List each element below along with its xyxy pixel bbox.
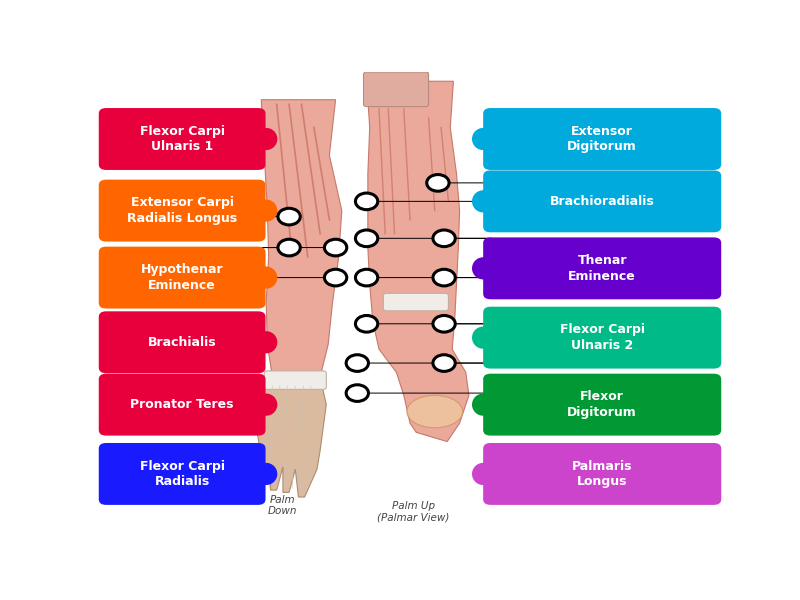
Circle shape — [355, 316, 378, 332]
Ellipse shape — [255, 331, 278, 353]
Text: Flexor Carpi
Ulnaris 2: Flexor Carpi Ulnaris 2 — [560, 323, 645, 352]
Text: Extensor Carpi
Radialis Longus: Extensor Carpi Radialis Longus — [127, 196, 238, 225]
Text: Palm Up
(Palmar View): Palm Up (Palmar View) — [377, 501, 450, 523]
FancyBboxPatch shape — [98, 179, 266, 242]
Polygon shape — [256, 377, 326, 497]
Ellipse shape — [472, 190, 494, 212]
Circle shape — [355, 193, 378, 209]
FancyBboxPatch shape — [483, 238, 722, 299]
Text: Flexor
Digitorum: Flexor Digitorum — [567, 391, 637, 419]
Ellipse shape — [472, 463, 494, 485]
Ellipse shape — [407, 395, 462, 428]
Ellipse shape — [255, 128, 278, 150]
FancyBboxPatch shape — [483, 170, 722, 232]
Ellipse shape — [472, 394, 494, 416]
Ellipse shape — [255, 463, 278, 485]
Ellipse shape — [472, 257, 494, 280]
FancyBboxPatch shape — [412, 33, 428, 83]
FancyBboxPatch shape — [98, 247, 266, 308]
FancyBboxPatch shape — [98, 443, 266, 505]
Text: Pronator Teres: Pronator Teres — [130, 398, 234, 411]
FancyBboxPatch shape — [383, 293, 449, 311]
Text: Palmaris
Longus: Palmaris Longus — [572, 460, 633, 488]
Circle shape — [346, 355, 369, 371]
FancyBboxPatch shape — [483, 108, 722, 170]
Text: Extensor
Digitorum: Extensor Digitorum — [567, 125, 637, 153]
FancyBboxPatch shape — [483, 374, 722, 436]
Circle shape — [433, 269, 455, 286]
Ellipse shape — [472, 326, 494, 349]
Circle shape — [426, 175, 449, 191]
Text: Brachialis: Brachialis — [148, 336, 217, 349]
Circle shape — [355, 230, 378, 247]
Text: Thenar
Eminence: Thenar Eminence — [568, 254, 636, 283]
FancyBboxPatch shape — [388, 1, 403, 83]
Circle shape — [433, 316, 455, 332]
Text: Hypothenar
Eminence: Hypothenar Eminence — [141, 263, 223, 292]
Circle shape — [278, 208, 300, 225]
Ellipse shape — [255, 394, 278, 416]
Text: Palm
Down: Palm Down — [268, 494, 298, 516]
FancyBboxPatch shape — [368, 19, 382, 83]
FancyBboxPatch shape — [264, 371, 326, 389]
Ellipse shape — [472, 128, 494, 150]
Circle shape — [355, 269, 378, 286]
FancyBboxPatch shape — [399, 10, 414, 83]
Text: Flexor Carpi
Ulnaris 1: Flexor Carpi Ulnaris 1 — [140, 125, 225, 153]
Circle shape — [346, 385, 369, 401]
FancyBboxPatch shape — [98, 108, 266, 170]
FancyBboxPatch shape — [363, 72, 429, 107]
Circle shape — [278, 239, 300, 256]
Circle shape — [433, 230, 455, 247]
Circle shape — [325, 269, 346, 286]
FancyBboxPatch shape — [483, 443, 722, 505]
Text: Brachioradialis: Brachioradialis — [550, 195, 654, 208]
Polygon shape — [366, 81, 469, 442]
Ellipse shape — [255, 200, 278, 221]
FancyBboxPatch shape — [98, 374, 266, 436]
FancyBboxPatch shape — [378, 5, 393, 83]
Circle shape — [325, 239, 346, 256]
FancyBboxPatch shape — [483, 307, 722, 368]
Circle shape — [433, 355, 455, 371]
Polygon shape — [262, 100, 342, 386]
Ellipse shape — [255, 266, 278, 289]
FancyBboxPatch shape — [98, 311, 266, 373]
Text: Flexor Carpi
Radialis: Flexor Carpi Radialis — [140, 460, 225, 488]
